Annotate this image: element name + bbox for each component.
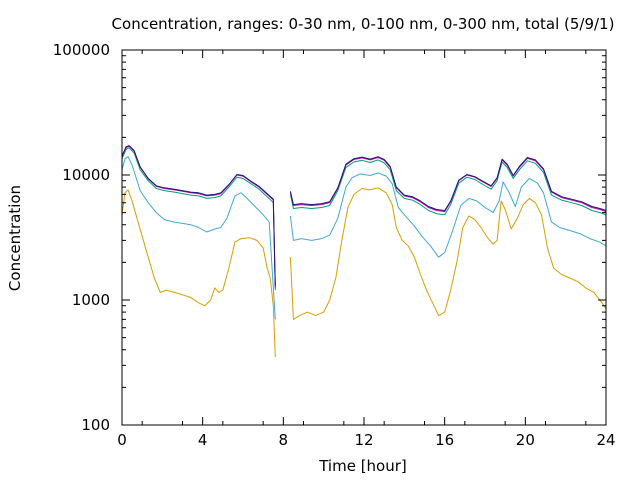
- series-line-0: [121, 187, 607, 358]
- x-axis-label: Time [hour]: [318, 457, 407, 475]
- x-tick-label-6: 24: [596, 431, 615, 449]
- y-tick-label-3: 100000: [53, 41, 110, 59]
- x-tick-label-3: 12: [354, 431, 373, 449]
- series-line-4: [121, 145, 607, 286]
- series-line-3: [121, 145, 607, 288]
- x-tick-label-4: 16: [435, 431, 454, 449]
- series-layer: [121, 145, 607, 358]
- y-axis-label: Concentration: [6, 185, 24, 291]
- y-tick-label-1: 1000: [72, 291, 110, 309]
- x-tick-label-1: 4: [198, 431, 208, 449]
- x-tick-label-2: 8: [279, 431, 289, 449]
- ticks-layer: 0 4 8 12 16 20 24 100 1000 10000 100000: [53, 41, 616, 449]
- chart-title: Concentration, ranges: 0-30 nm, 0-100 nm…: [112, 15, 615, 33]
- y-tick-label-0: 100: [81, 416, 110, 434]
- y-tick-label-2: 10000: [62, 166, 110, 184]
- plot-frame: [121, 49, 607, 426]
- x-tick-label-0: 0: [117, 431, 127, 449]
- x-tick-label-5: 20: [516, 431, 535, 449]
- series-line-1: [121, 156, 607, 320]
- series-line-2: [121, 147, 607, 291]
